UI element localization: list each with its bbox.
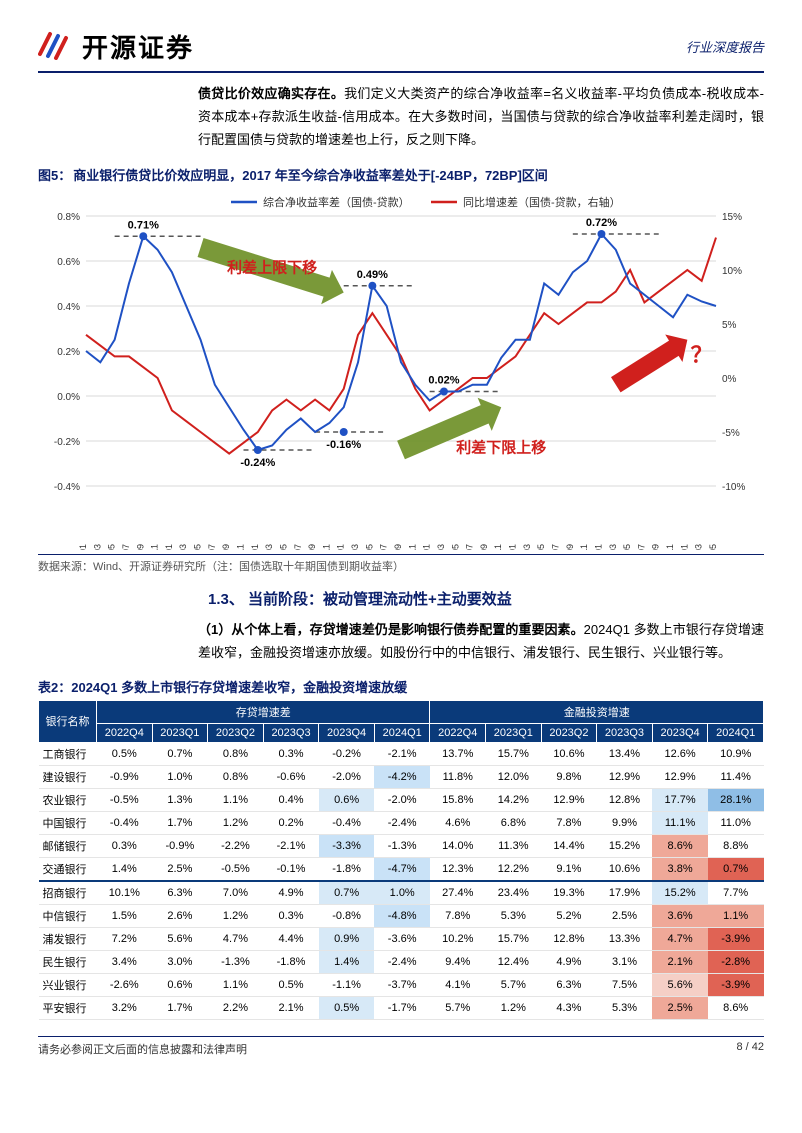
svg-text:2024-01: 2024-01	[679, 544, 689, 550]
svg-text:10%: 10%	[722, 266, 742, 277]
table-row: 建设银行-0.9%1.0%0.8%-0.6%-2.0%-4.2%11.8%12.…	[39, 765, 764, 788]
svg-text:0.0%: 0.0%	[57, 392, 80, 403]
svg-text:2020-09: 2020-09	[393, 544, 403, 550]
svg-text:5%: 5%	[722, 320, 737, 331]
svg-text:2021-05: 2021-05	[450, 544, 460, 550]
svg-text:-5%: -5%	[722, 428, 740, 439]
svg-text:0.49%: 0.49%	[357, 269, 388, 281]
svg-text:-10%: -10%	[722, 482, 745, 493]
svg-text:利差上限下移: 利差上限下移	[227, 259, 317, 277]
svg-text:2019-11: 2019-11	[321, 544, 331, 550]
figure5-source: 数据来源：Wind、开源证券研究所（注：国债选取十年期国债到期收益率）	[38, 554, 764, 574]
footer-disclaimer: 请务必参阅正文后面的信息披露和法律声明	[38, 1041, 247, 1057]
svg-text:2021-01: 2021-01	[422, 544, 432, 550]
svg-text:2024-05: 2024-05	[708, 544, 718, 550]
svg-text:2018-07: 2018-07	[207, 544, 217, 550]
intro-paragraph: 债贷比价效应确实存在。我们定义大类资产的综合净收益率=名义收益率-平均负债成本-…	[198, 83, 764, 151]
table-row: 邮储银行0.3%-0.9%-2.2%-2.1%-3.3%-1.3%14.0%11…	[39, 834, 764, 857]
report-type: 行业深度报告	[686, 37, 764, 56]
svg-text:2023-05: 2023-05	[622, 544, 632, 550]
page-header: 开源证券 行业深度报告	[38, 28, 764, 73]
table-row: 平安银行3.2%1.7%2.2%2.1%0.5%-1.7%5.7%1.2%4.3…	[39, 996, 764, 1019]
svg-text:2019-09: 2019-09	[307, 544, 317, 550]
svg-text:0.02%: 0.02%	[428, 375, 459, 387]
svg-text:2023-09: 2023-09	[651, 544, 661, 550]
svg-text:0.8%: 0.8%	[57, 212, 80, 223]
svg-text:？: ？	[691, 343, 713, 368]
svg-text:2023-01: 2023-01	[593, 544, 603, 550]
logo-text: 开源证券	[82, 28, 194, 65]
svg-text:0.2%: 0.2%	[57, 347, 80, 358]
svg-text:综合净收益率差（国债-贷款）: 综合净收益率差（国债-贷款）	[263, 195, 410, 209]
svg-text:2019-03: 2019-03	[264, 544, 274, 550]
svg-text:2021-03: 2021-03	[436, 544, 446, 550]
section-1-3-title: 1.3、 当前阶段：被动管理流动性+主动要效益	[208, 588, 764, 609]
svg-text:2018-03: 2018-03	[178, 544, 188, 550]
table-row: 招商银行10.1%6.3%7.0%4.9%0.7%1.0%27.4%23.4%1…	[39, 881, 764, 905]
svg-text:2024-03: 2024-03	[694, 544, 704, 550]
svg-text:2017-11: 2017-11	[150, 544, 160, 550]
table-row: 中国银行-0.4%1.7%1.2%0.2%-0.4%-2.4%4.6%6.8%7…	[39, 811, 764, 834]
page-footer: 请务必参阅正文后面的信息披露和法律声明 8 / 42	[38, 1036, 764, 1057]
svg-text:2018-05: 2018-05	[193, 544, 203, 550]
table2-title: 表2：2024Q1 多数上市银行存贷增速差收窄，金融投资增速放缓	[38, 677, 764, 696]
svg-text:2021-09: 2021-09	[479, 544, 489, 550]
svg-text:2017-05: 2017-05	[107, 544, 117, 550]
svg-text:2021-11: 2021-11	[493, 544, 503, 550]
svg-text:2019-05: 2019-05	[278, 544, 288, 550]
col-bank: 银行名称	[39, 700, 97, 742]
svg-text:-0.2%: -0.2%	[54, 437, 80, 448]
svg-text:0.4%: 0.4%	[57, 302, 80, 313]
svg-text:2017-09: 2017-09	[135, 544, 145, 550]
table-row: 交通银行1.4%2.5%-0.5%-0.1%-1.8%-4.7%12.3%12.…	[39, 857, 764, 881]
svg-text:0%: 0%	[722, 374, 737, 385]
figure5-chart: -0.4% -0.2% 0.0% 0.2% 0.4% 0.6% 0.8% -10% -5% 0% 5…	[38, 190, 764, 550]
table-row: 民生银行3.4%3.0%-1.3%-1.8%1.4%-2.4%9.4%12.4%…	[39, 950, 764, 973]
svg-text:2022-05: 2022-05	[536, 544, 546, 550]
svg-text:-0.24%: -0.24%	[240, 457, 275, 469]
svg-text:-0.16%: -0.16%	[326, 439, 361, 451]
table-row: 兴业银行-2.6%0.6%1.1%0.5%-1.1%-3.7%4.1%5.7%6…	[39, 973, 764, 996]
svg-text:2022-11: 2022-11	[579, 544, 589, 550]
table-row: 浦发银行7.2%5.6%4.7%4.4%0.9%-3.6%10.2%15.7%1…	[39, 927, 764, 950]
svg-text:0.72%: 0.72%	[586, 217, 617, 229]
svg-text:15%: 15%	[722, 212, 742, 223]
svg-text:利差下限上移: 利差下限上移	[456, 439, 546, 457]
svg-text:2020-01: 2020-01	[336, 544, 346, 550]
svg-text:2022-07: 2022-07	[551, 544, 561, 550]
figure5-title: 图5：商业银行债贷比价效应明显，2017 年至今综合净收益率差处于[-24BP，…	[38, 165, 764, 184]
svg-text:同比增速差（国债-贷款，右轴）: 同比增速差（国债-贷款，右轴）	[463, 195, 621, 209]
svg-text:2023-07: 2023-07	[636, 544, 646, 550]
svg-text:2020-03: 2020-03	[350, 544, 360, 550]
logo: 开源证券	[38, 28, 194, 65]
svg-text:2020-05: 2020-05	[364, 544, 374, 550]
table-row: 工商银行0.5%0.7%0.8%0.3%-0.2%-2.1%13.7%15.7%…	[39, 742, 764, 765]
svg-text:2017-01: 2017-01	[78, 544, 88, 550]
svg-text:-0.4%: -0.4%	[54, 482, 80, 493]
svg-text:2017-07: 2017-07	[121, 544, 131, 550]
svg-text:2019-01: 2019-01	[250, 544, 260, 550]
svg-text:2023-03: 2023-03	[608, 544, 618, 550]
svg-text:2022-01: 2022-01	[508, 544, 518, 550]
svg-text:2023-11: 2023-11	[665, 544, 675, 550]
table-row: 中信银行1.5%2.6%1.2%0.3%-0.8%-4.8%7.8%5.3%5.…	[39, 904, 764, 927]
svg-text:2017-03: 2017-03	[92, 544, 102, 550]
svg-text:0.71%: 0.71%	[128, 220, 159, 232]
table2: 银行名称存贷增速差金融投资增速2022Q42023Q12023Q22023Q32…	[38, 700, 764, 1020]
svg-text:0.6%: 0.6%	[57, 257, 80, 268]
svg-text:2022-09: 2022-09	[565, 544, 575, 550]
footer-page: 8 / 42	[736, 1041, 764, 1057]
section-1-3-para: （1）从个体上看，存贷增速差仍是影响银行债券配置的重要因素。2024Q1 多数上…	[198, 619, 764, 665]
svg-text:2020-07: 2020-07	[379, 544, 389, 550]
svg-text:2018-01: 2018-01	[164, 544, 174, 550]
svg-text:2022-03: 2022-03	[522, 544, 532, 550]
logo-icon	[38, 28, 74, 65]
svg-text:2019-07: 2019-07	[293, 544, 303, 550]
svg-text:2020-11: 2020-11	[407, 544, 417, 550]
svg-text:2018-11: 2018-11	[236, 544, 246, 550]
svg-text:2018-09: 2018-09	[221, 544, 231, 550]
svg-text:2021-07: 2021-07	[465, 544, 475, 550]
intro-bold: 债贷比价效应确实存在。	[198, 86, 344, 101]
table-row: 农业银行-0.5%1.3%1.1%0.4%0.6%-2.0%15.8%14.2%…	[39, 788, 764, 811]
